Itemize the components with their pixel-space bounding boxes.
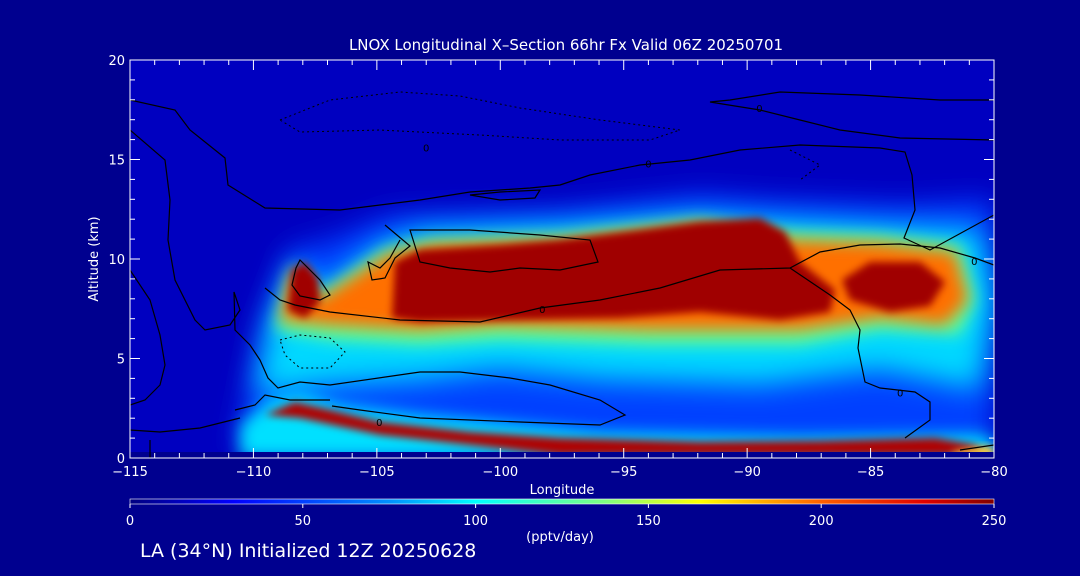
contour-label: 0 (423, 144, 429, 155)
contour-line (130, 269, 166, 406)
contour-line-dotted (279, 334, 346, 369)
contour-line (367, 224, 411, 281)
colorbar-ticks: 0 50 100 150 200 250 (126, 504, 1007, 529)
contour-line-dotted (789, 149, 821, 181)
contour-line (959, 444, 994, 451)
colorbar-tick-label: 250 (982, 514, 1007, 529)
colorbar-tick-label: 0 (126, 514, 134, 529)
heatmap-core-east (842, 262, 945, 312)
contour-label: 0 (897, 388, 903, 399)
x-axis: −115 −110 −105 −100 −95 −90 −85 −80 (112, 60, 1008, 480)
x-tick-label: −90 (733, 465, 760, 480)
contour-label: 0 (376, 418, 382, 429)
y-axis-label: Altitude (km) (87, 216, 102, 301)
colorbar-tick-label: 50 (295, 514, 312, 529)
contour-lines (130, 91, 994, 458)
x-axis-label: Longitude (530, 483, 595, 498)
contour-label: 0 (539, 305, 545, 316)
x-tick-label: −110 (236, 465, 272, 480)
x-tick-label: −115 (112, 465, 148, 480)
dotted-contours (278, 91, 821, 369)
contour-line (789, 267, 931, 439)
colorbar (129, 498, 995, 505)
colorbar-label: (pptv/day) (526, 530, 594, 545)
contour-label: 0 (971, 257, 977, 268)
y-tick-label: 0 (117, 452, 125, 467)
contour-line (264, 243, 994, 323)
heatmap-surface-core (265, 402, 990, 455)
contour-line (291, 258, 331, 301)
terrain-strip (130, 452, 994, 458)
contour-line (130, 99, 994, 251)
contour-labels: 0 0 0 0 0 0 0 (376, 104, 977, 429)
contour-label: 0 (645, 159, 651, 170)
colorbar-tick-label: 100 (463, 514, 488, 529)
y-tick-label: 15 (108, 154, 125, 169)
heatmap-core-upper (288, 262, 320, 318)
x-tick-label: −95 (610, 465, 637, 480)
contour-label: 0 (756, 104, 762, 115)
y-tick-label: 5 (117, 353, 125, 368)
contour-line (234, 394, 330, 411)
footer-label: LA (34°N) Initialized 12Z 20250628 (140, 540, 477, 562)
x-tick-label: −100 (482, 465, 518, 480)
heatmap-core-main (392, 218, 835, 322)
y-tick-label: 10 (108, 253, 125, 268)
y-tick-label: 20 (108, 54, 125, 69)
x-tick-label: −105 (359, 465, 395, 480)
contour-line (709, 91, 994, 141)
contour-line (130, 129, 627, 426)
colorbar-tick-label: 200 (809, 514, 834, 529)
contour-line (409, 229, 599, 273)
y-axis: 0 5 10 15 20 (108, 54, 994, 467)
contour-line (130, 417, 241, 433)
x-tick-label: −85 (857, 465, 884, 480)
colorbar-tick-label: 150 (636, 514, 661, 529)
x-tick-label: −80 (980, 465, 1007, 480)
chart-title: LNOX Longitudinal X–Section 66hr Fx Vali… (349, 36, 783, 54)
heatmap-field (130, 60, 994, 458)
contour-line (469, 189, 542, 201)
